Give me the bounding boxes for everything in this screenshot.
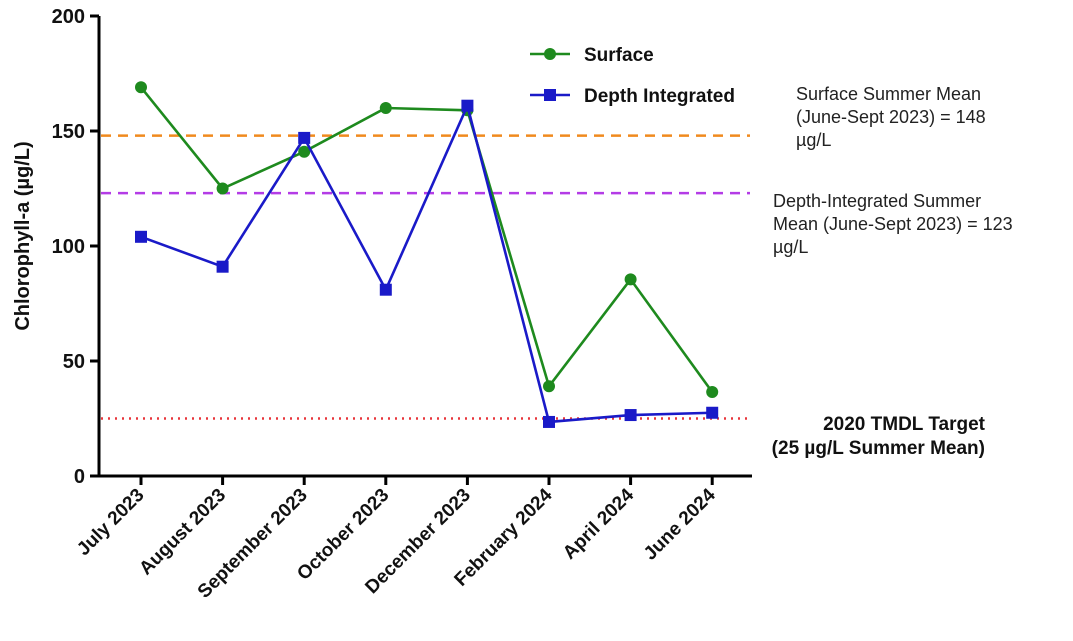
surface-point	[379, 102, 392, 114]
legend-marker	[544, 48, 556, 60]
surface-mean-line-label: Surface Summer Mean	[796, 84, 981, 104]
depth-integrated-point	[706, 406, 719, 419]
series-layer	[135, 81, 719, 428]
y-tick-label: 150	[52, 121, 85, 143]
legend: Surface Depth Integrated	[530, 45, 735, 107]
surface-mean-line-label: (June-Sept 2023) = 148	[796, 107, 986, 127]
depth-mean-line-label: Depth-Integrated Summer	[773, 191, 981, 211]
depth-integrated-point	[624, 409, 637, 422]
surface-point	[135, 81, 147, 94]
y-tick-label: 50	[63, 351, 85, 373]
depth-integrated-point	[216, 260, 229, 273]
legend-label: Surface	[584, 45, 654, 66]
x-tick-label: June 2024	[640, 484, 720, 564]
depth-integrated-point	[135, 230, 147, 243]
tmdl-target-line-label: (25 µg/L Summer Mean)	[772, 438, 985, 459]
y-tick-label: 0	[74, 466, 85, 488]
depth-mean-line-label: µg/L	[773, 237, 808, 257]
y-tick-label: 100	[52, 236, 85, 258]
y-axis-label: Chlorophyll-a (µg/L)	[12, 141, 34, 330]
legend-marker	[544, 89, 556, 101]
x-tick-label: July 2023	[73, 485, 148, 560]
y-tick-label: 200	[52, 6, 85, 28]
depth-integrated-point	[543, 415, 555, 428]
tmdl-target-line-label: 2020 TMDL Target	[823, 414, 986, 435]
depth-integrated-point	[379, 283, 392, 296]
depth-mean-line-label: Mean (June-Sept 2023) = 123	[773, 214, 1013, 234]
depth-integrated-point	[461, 99, 474, 112]
surface-point	[706, 386, 719, 399]
reference-lines	[101, 134, 750, 420]
surface-point	[624, 273, 637, 286]
surface-point	[298, 145, 311, 158]
surface-point	[543, 380, 555, 393]
reference-annotations: Surface Summer Mean (June-Sept 2023) = 14…	[772, 84, 1013, 459]
x-tick-label: April 2024	[559, 484, 638, 563]
series-line-1	[140, 101, 713, 424]
depth-integrated-point	[298, 131, 311, 144]
series-line-0	[139, 86, 714, 393]
surface-mean-line-label: µg/L	[796, 130, 831, 150]
legend-label: Depth Integrated	[584, 86, 735, 107]
surface-point	[216, 182, 229, 195]
